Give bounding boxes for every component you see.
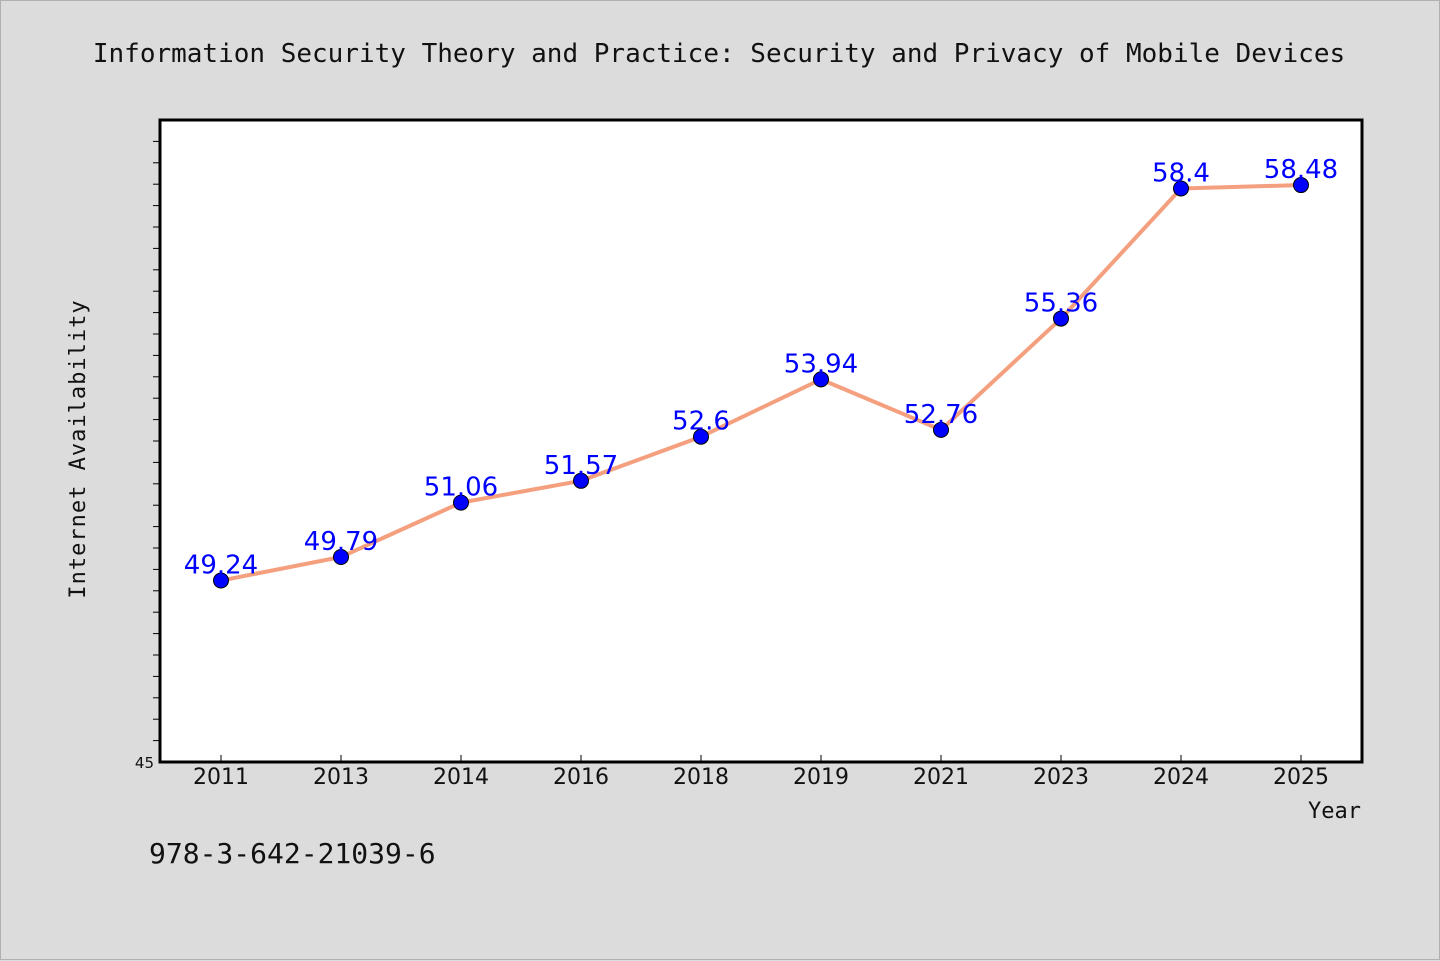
x-tick-label: 2014 [433, 765, 489, 790]
x-tick-label: 2013 [313, 765, 369, 790]
x-axis-tick-labels: 2011 2013 2014 2016 2018 2019 2021 2023 2024 2025 [193, 765, 1329, 790]
data-point [573, 472, 589, 489]
data-label: 53.94 [784, 349, 858, 379]
data-label: 52.6 [672, 407, 730, 437]
data-label: 58.4 [1152, 158, 1210, 188]
x-axis-label: Year [1308, 799, 1361, 824]
data-label: 51.57 [544, 451, 618, 481]
data-label: 49.79 [304, 527, 378, 557]
data-label: 58.48 [1264, 155, 1338, 185]
data-point [1053, 310, 1069, 327]
data-point [813, 371, 829, 388]
series-lines [219, 183, 1303, 583]
x-tick-label: 2021 [913, 765, 969, 790]
data-point [453, 494, 469, 511]
y-tick-label: 45 [135, 754, 154, 772]
y-axis-ticks [153, 140, 160, 742]
x-tick-label: 2019 [793, 765, 849, 790]
data-label: 49.24 [184, 551, 258, 581]
data-label: 55.36 [1024, 289, 1098, 319]
data-point [1173, 180, 1189, 197]
data-label: 52.76 [904, 400, 978, 430]
data-point [1293, 177, 1309, 194]
series-line [219, 183, 1303, 583]
chart-title: Information Security Theory and Practice… [93, 39, 1345, 69]
plot-area [158, 118, 1364, 764]
data-point [213, 572, 229, 589]
data-point [933, 421, 949, 438]
data-point [693, 428, 709, 445]
y-axis-tick-labels: 45 [135, 754, 154, 772]
data-label: 51.06 [424, 473, 498, 503]
x-tick-label: 2018 [673, 765, 729, 790]
data-labels: 49.24 49.79 51.06 51.57 52.6 53.94 52.76 55.36 5… [184, 155, 1338, 580]
x-tick-label: 2011 [193, 765, 249, 790]
isbn-annotation: 978-3-642-21039-6 [149, 837, 436, 870]
x-axis-ticks [220, 755, 1302, 762]
x-tick-label: 2024 [1153, 765, 1209, 790]
data-point [333, 548, 349, 565]
y-axis-label: Internet Availability [66, 299, 91, 598]
x-tick-label: 2016 [553, 765, 609, 790]
x-tick-label: 2023 [1033, 765, 1089, 790]
x-tick-label: 2025 [1273, 765, 1329, 790]
series-markers [213, 177, 1309, 589]
